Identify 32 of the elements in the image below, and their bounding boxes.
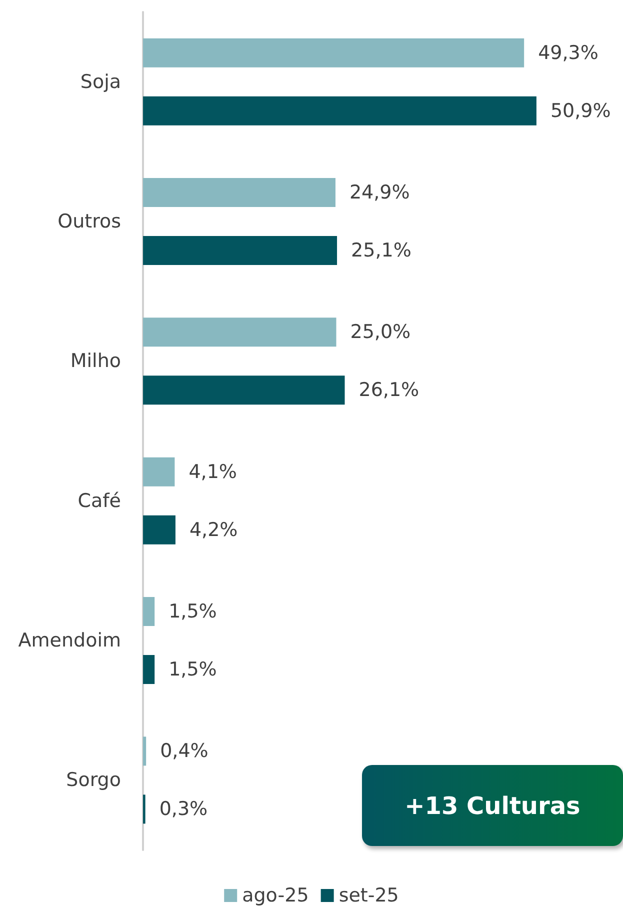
- bar: [143, 515, 176, 544]
- data-label: 4,1%: [188, 460, 237, 483]
- bar: [143, 178, 336, 207]
- data-label: 1,5%: [168, 600, 217, 622]
- data-label: 0,4%: [160, 740, 208, 762]
- data-label: 25,1%: [351, 240, 412, 262]
- y-tick-label: Sorgo: [66, 769, 121, 792]
- bar: [143, 457, 175, 486]
- y-tick-label: Outros: [58, 210, 121, 232]
- data-label: 25,0%: [350, 321, 411, 344]
- data-label: 0,3%: [159, 798, 208, 820]
- y-tick-label: Amendoim: [18, 630, 121, 652]
- bar: [143, 597, 155, 626]
- data-label: 4,2%: [189, 518, 238, 541]
- y-tick-label: Café: [78, 490, 121, 512]
- button: +13 Culturas: [362, 765, 623, 846]
- bar: [143, 236, 338, 265]
- bar: [143, 655, 155, 684]
- data-label: 49,3%: [538, 42, 598, 64]
- data-label: 24,9%: [349, 182, 410, 204]
- bar: [143, 96, 536, 126]
- legend-label: ago-25: [242, 884, 309, 906]
- legend-label: set-25: [338, 884, 399, 906]
- bar: [143, 318, 336, 347]
- y-tick-label: Soja: [80, 70, 121, 93]
- bar: [143, 376, 345, 405]
- bar: [143, 736, 146, 766]
- data-label: 26,1%: [358, 379, 420, 402]
- data-label: 1,5%: [168, 658, 217, 680]
- y-tick-label: Milho: [70, 350, 121, 372]
- data-label: 50,9%: [550, 100, 611, 122]
- bar: [143, 38, 524, 68]
